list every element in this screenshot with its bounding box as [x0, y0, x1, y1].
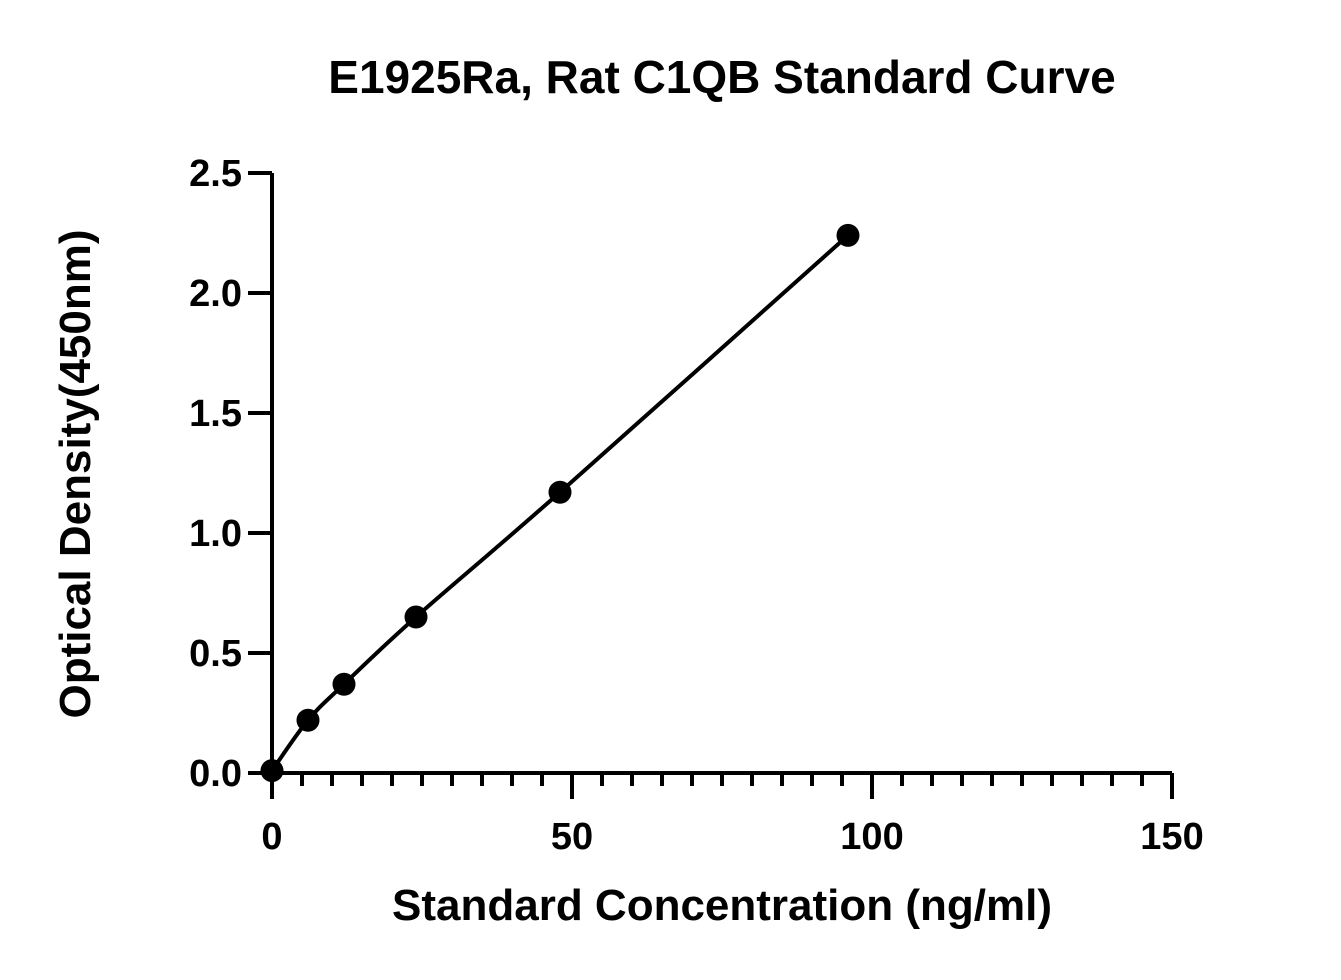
- y-tick-label: 1.0: [189, 513, 242, 555]
- y-tick-label: 2.5: [189, 153, 242, 195]
- data-points-group: [260, 223, 860, 783]
- data-point: [548, 480, 572, 504]
- chart-title: E1925Ra, Rat C1QB Standard Curve: [328, 51, 1115, 103]
- x-axis-label: Standard Concentration (ng/ml): [392, 881, 1052, 930]
- y-tick-label: 0.0: [189, 753, 242, 795]
- data-point: [260, 759, 284, 783]
- x-tick-label: 150: [1140, 816, 1203, 858]
- x-tick-label: 50: [551, 816, 593, 858]
- y-tick-label: 2.0: [189, 273, 242, 315]
- y-tick-label: 1.5: [189, 393, 242, 435]
- y-tick-label: 0.5: [189, 633, 242, 675]
- axes: 0.0 0.5 1.0 1.5 2.0 2.5 0 50 100 150: [189, 153, 1204, 858]
- x-tick-label: 0: [261, 816, 282, 858]
- data-point: [836, 223, 860, 247]
- data-point: [404, 605, 428, 629]
- data-point: [296, 708, 320, 732]
- x-tick-label: 100: [840, 816, 903, 858]
- y-axis-label: Optical Density(450nm): [51, 229, 100, 718]
- data-point: [332, 672, 356, 696]
